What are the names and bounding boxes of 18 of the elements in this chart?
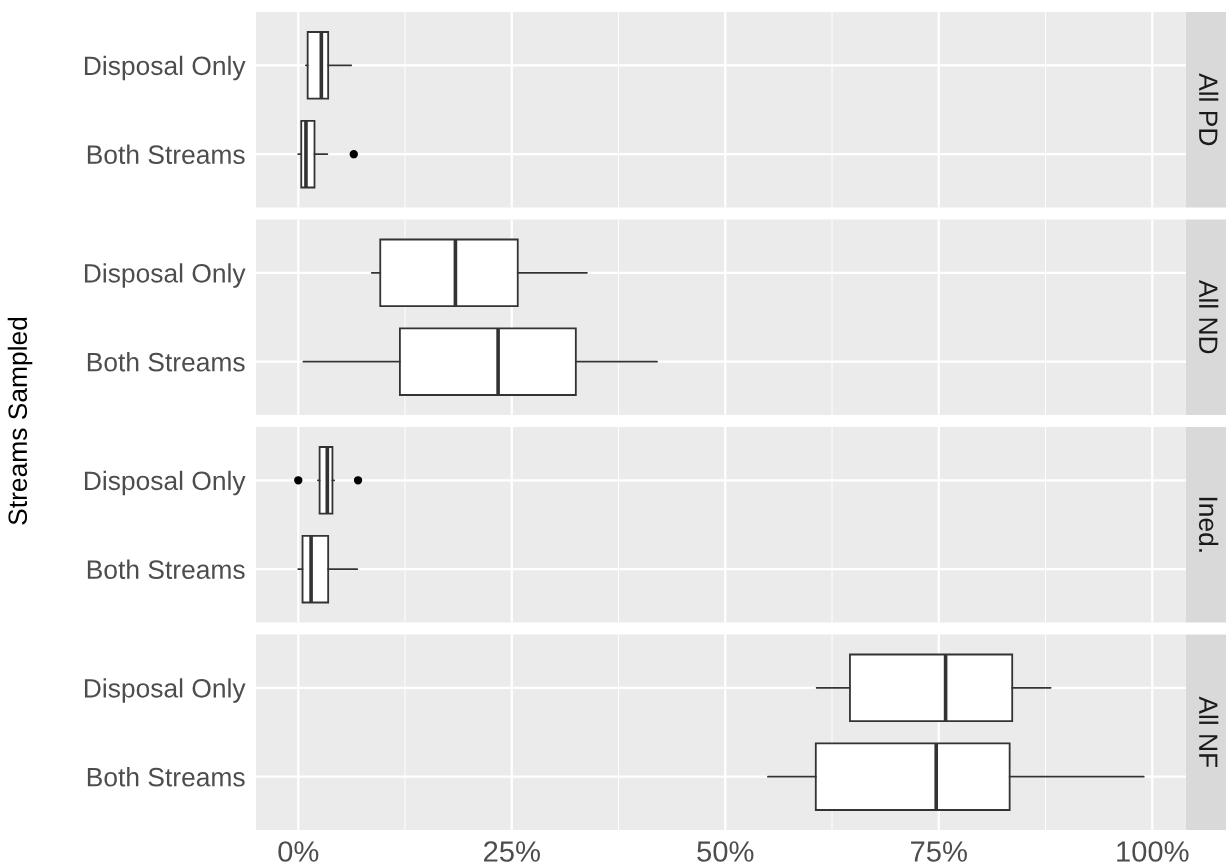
x-tick-label: 50% bbox=[697, 841, 754, 862]
y-tick-label: Both Streams bbox=[87, 352, 245, 372]
text: All NF bbox=[1199, 696, 1219, 768]
text: All ND bbox=[1199, 279, 1219, 354]
x-tick-label: 25% bbox=[484, 841, 540, 862]
y-tick-label: Both Streams bbox=[87, 559, 245, 579]
x-tick-label: 100% bbox=[1117, 841, 1189, 862]
y-tick-label: Both Streams bbox=[87, 144, 245, 164]
text: Ined. bbox=[1198, 497, 1219, 552]
y-tick-label: Disposal Only bbox=[84, 470, 246, 496]
y-tick-label: Disposal Only bbox=[84, 263, 246, 288]
x-tick-label: 75% bbox=[911, 841, 967, 862]
y-tick-label: Disposal Only bbox=[84, 55, 246, 81]
x-tick-label: 0% bbox=[278, 841, 319, 862]
y-tick-label: Both Streams bbox=[87, 767, 245, 787]
y-axis-title: Streams Sampled bbox=[7, 317, 33, 525]
y-tick-label: Disposal Only bbox=[84, 678, 246, 703]
text: All PD bbox=[1199, 73, 1219, 146]
